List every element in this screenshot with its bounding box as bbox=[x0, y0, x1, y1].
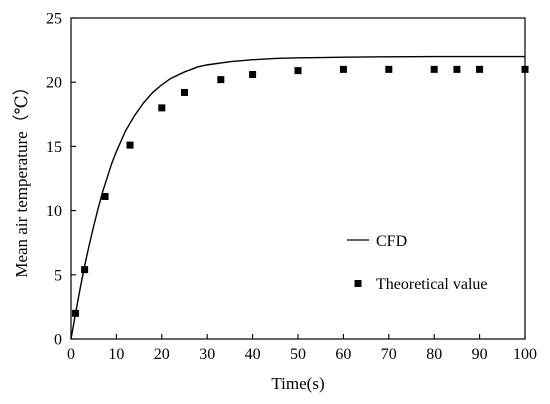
theoretical-point bbox=[126, 141, 134, 149]
x-tick-label: 90 bbox=[472, 346, 488, 363]
x-tick-label: 0 bbox=[67, 346, 75, 363]
theoretical-point bbox=[385, 65, 393, 73]
cfd-line bbox=[70, 55, 525, 340]
theoretical-point bbox=[453, 65, 461, 73]
theoretical-point bbox=[181, 88, 188, 96]
theoretical-point bbox=[430, 65, 438, 73]
theoretical-point bbox=[81, 266, 89, 274]
x-tick-label: 50 bbox=[290, 346, 306, 363]
x-tick-label: 80 bbox=[426, 346, 442, 363]
series-layer bbox=[70, 55, 529, 340]
theoretical-point bbox=[339, 65, 347, 73]
legend-cfd-label: CFD bbox=[376, 233, 407, 250]
theoretical-point bbox=[101, 192, 109, 200]
theoretical-point bbox=[249, 71, 257, 78]
theoretical-point bbox=[217, 76, 225, 84]
theoretical-point bbox=[72, 309, 80, 317]
y-tick-label: 15 bbox=[46, 139, 62, 156]
x-tick-label: 60 bbox=[335, 346, 351, 363]
y-tick-label: 10 bbox=[46, 203, 62, 220]
y-tick-label: 5 bbox=[54, 267, 62, 284]
x-tick-label: 30 bbox=[199, 346, 215, 363]
theoretical-point bbox=[294, 67, 302, 75]
legend: CFD Theoretical value bbox=[347, 233, 488, 293]
x-tick-label: 40 bbox=[245, 346, 261, 363]
x-tick-label: 100 bbox=[513, 346, 537, 363]
x-tick-label: 20 bbox=[154, 346, 170, 363]
x-tick-label: 10 bbox=[108, 346, 124, 363]
theoretical-point bbox=[521, 65, 529, 73]
legend-theoretical-marker bbox=[354, 280, 362, 287]
y-tick-label: 25 bbox=[46, 11, 62, 28]
y-axis-title: Mean air temperature（℃） bbox=[12, 78, 31, 277]
x-axis-title: Time(s) bbox=[271, 374, 324, 393]
y-tick-label: 0 bbox=[54, 332, 62, 349]
theoretical-point bbox=[158, 104, 166, 112]
x-tick-label: 70 bbox=[381, 346, 397, 363]
legend-theoretical-label: Theoretical value bbox=[376, 276, 488, 293]
y-tick-label: 20 bbox=[46, 75, 62, 92]
theoretical-point bbox=[476, 65, 484, 73]
y-axis-ticks: 0 5 10 15 20 25 bbox=[46, 11, 76, 349]
x-axis-ticks: 0 10 20 30 40 50 60 70 80 90 100 bbox=[67, 334, 537, 363]
